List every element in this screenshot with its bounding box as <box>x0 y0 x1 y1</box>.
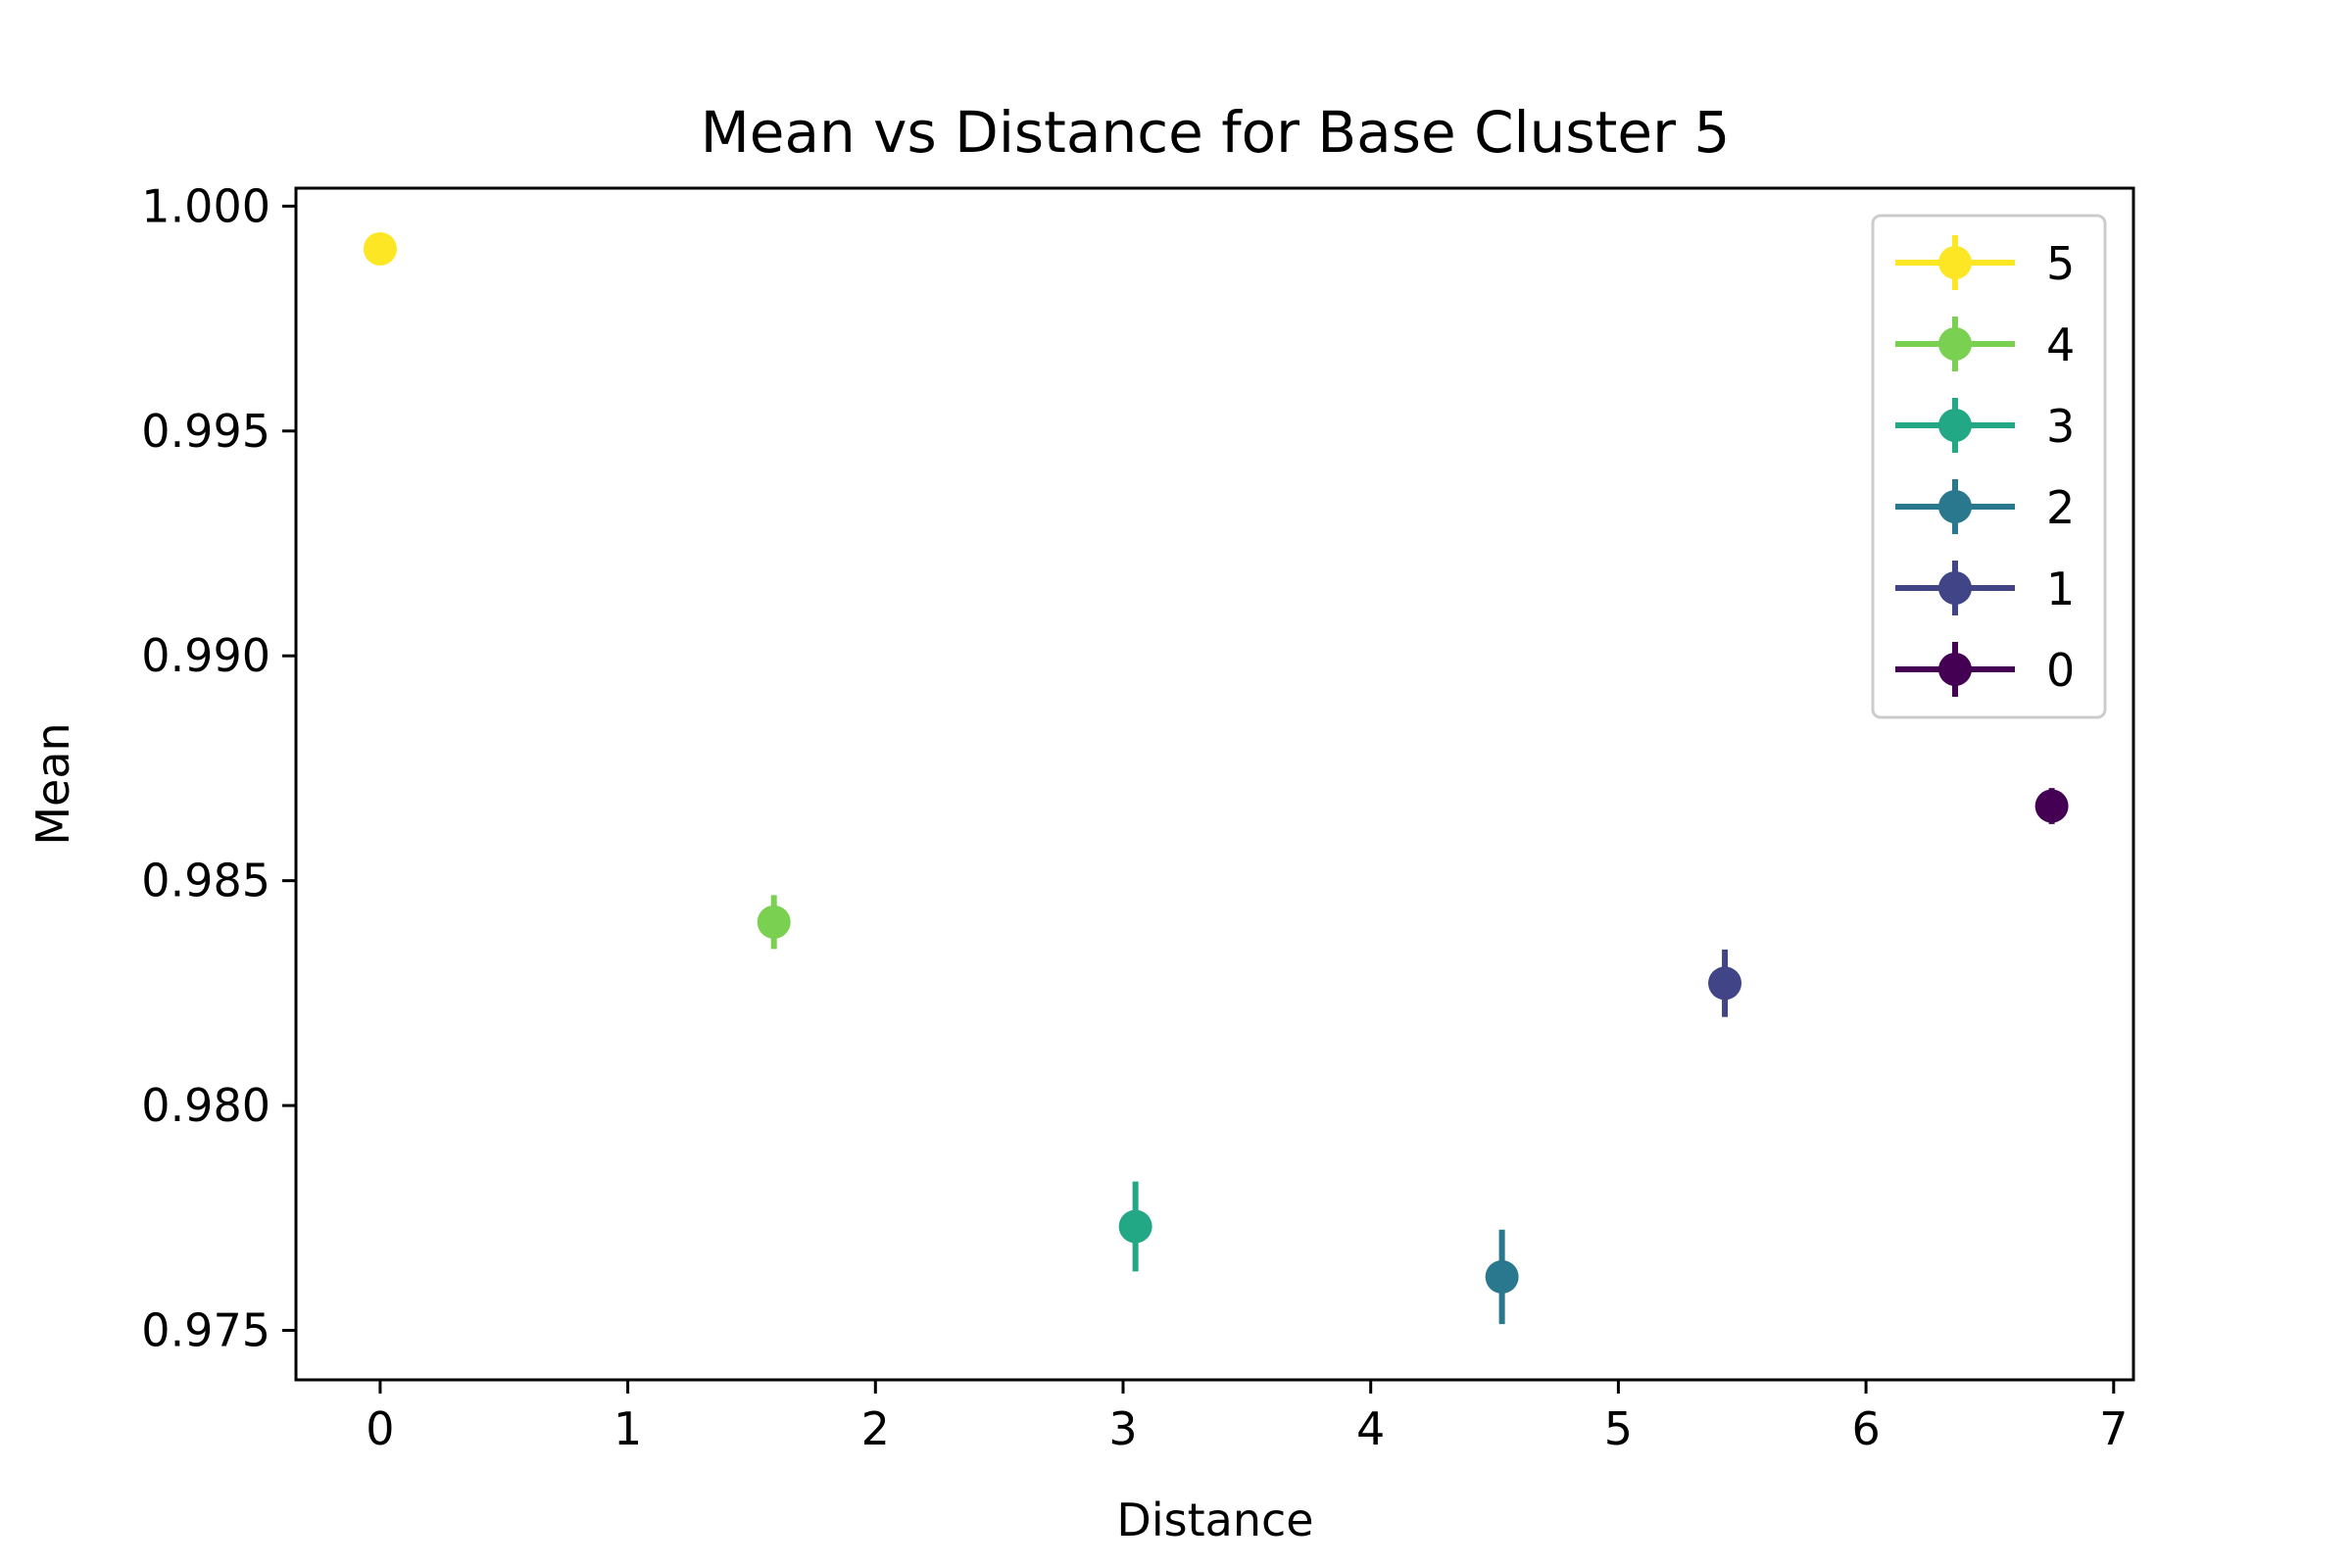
legend-marker <box>1938 327 1972 361</box>
data-point <box>1708 966 1742 1001</box>
x-tick-label: 3 <box>1108 1402 1137 1455</box>
legend-label: 5 <box>2046 237 2075 290</box>
x-tick-label: 4 <box>1356 1402 1385 1455</box>
series-4 <box>757 895 791 950</box>
y-axis-label: Mean <box>26 722 79 845</box>
legend-label: 3 <box>2046 400 2075 453</box>
legend-item: 5 <box>1895 235 2075 290</box>
chart-title: Mean vs Distance for Base Cluster 5 <box>701 99 1731 166</box>
legend-marker <box>1938 571 1972 605</box>
x-tick-label: 2 <box>861 1402 890 1455</box>
legend-marker <box>1938 246 1972 279</box>
legend-marker <box>1938 490 1972 523</box>
y-tick-label: 0.990 <box>141 629 270 682</box>
legend-marker <box>1938 653 1972 686</box>
legend-label: 0 <box>2046 644 2075 697</box>
x-tick-label: 5 <box>1604 1402 1633 1455</box>
y-tick-label: 0.975 <box>141 1304 270 1357</box>
y-tick-label: 0.985 <box>141 855 270 907</box>
x-tick-label: 7 <box>2099 1402 2128 1455</box>
data-points <box>363 231 2069 1325</box>
data-point <box>2034 789 2069 823</box>
legend-item: 4 <box>1895 317 2075 371</box>
x-tick-label: 1 <box>613 1402 642 1455</box>
data-point <box>757 905 791 939</box>
data-point <box>363 231 397 266</box>
legend-label: 2 <box>2046 481 2075 534</box>
series-5 <box>363 231 397 266</box>
legend-item: 0 <box>1895 642 2075 697</box>
data-point <box>1485 1259 1519 1294</box>
legend-item: 1 <box>1895 561 2075 615</box>
y-tick-label: 1.000 <box>141 179 270 232</box>
series-1 <box>1708 949 1742 1017</box>
legend-item: 3 <box>1895 398 2075 453</box>
y-tick-label: 0.980 <box>141 1079 270 1132</box>
legend-marker <box>1938 409 1972 442</box>
legend-label: 1 <box>2046 563 2075 615</box>
legend-item: 2 <box>1895 479 2075 534</box>
x-tick-label: 6 <box>1851 1402 1880 1455</box>
x-tick-label: 0 <box>366 1402 394 1455</box>
series-0 <box>2034 788 2069 824</box>
x-axis: 0 1 2 3 4 5 6 7 <box>366 1380 2128 1455</box>
legend-label: 4 <box>2046 318 2075 371</box>
plot-frame <box>294 186 2135 1382</box>
y-tick-label: 0.995 <box>141 405 270 458</box>
legend-frame <box>1871 214 2107 719</box>
legend: 5 4 3 2 1 0 <box>1871 214 2107 719</box>
series-3 <box>1118 1181 1152 1272</box>
data-point <box>1118 1209 1152 1244</box>
y-axis: 0.975 0.980 0.985 0.990 0.995 1.000 <box>141 179 296 1357</box>
x-axis-label: Distance <box>1116 1494 1313 1546</box>
series-2 <box>1485 1229 1519 1325</box>
